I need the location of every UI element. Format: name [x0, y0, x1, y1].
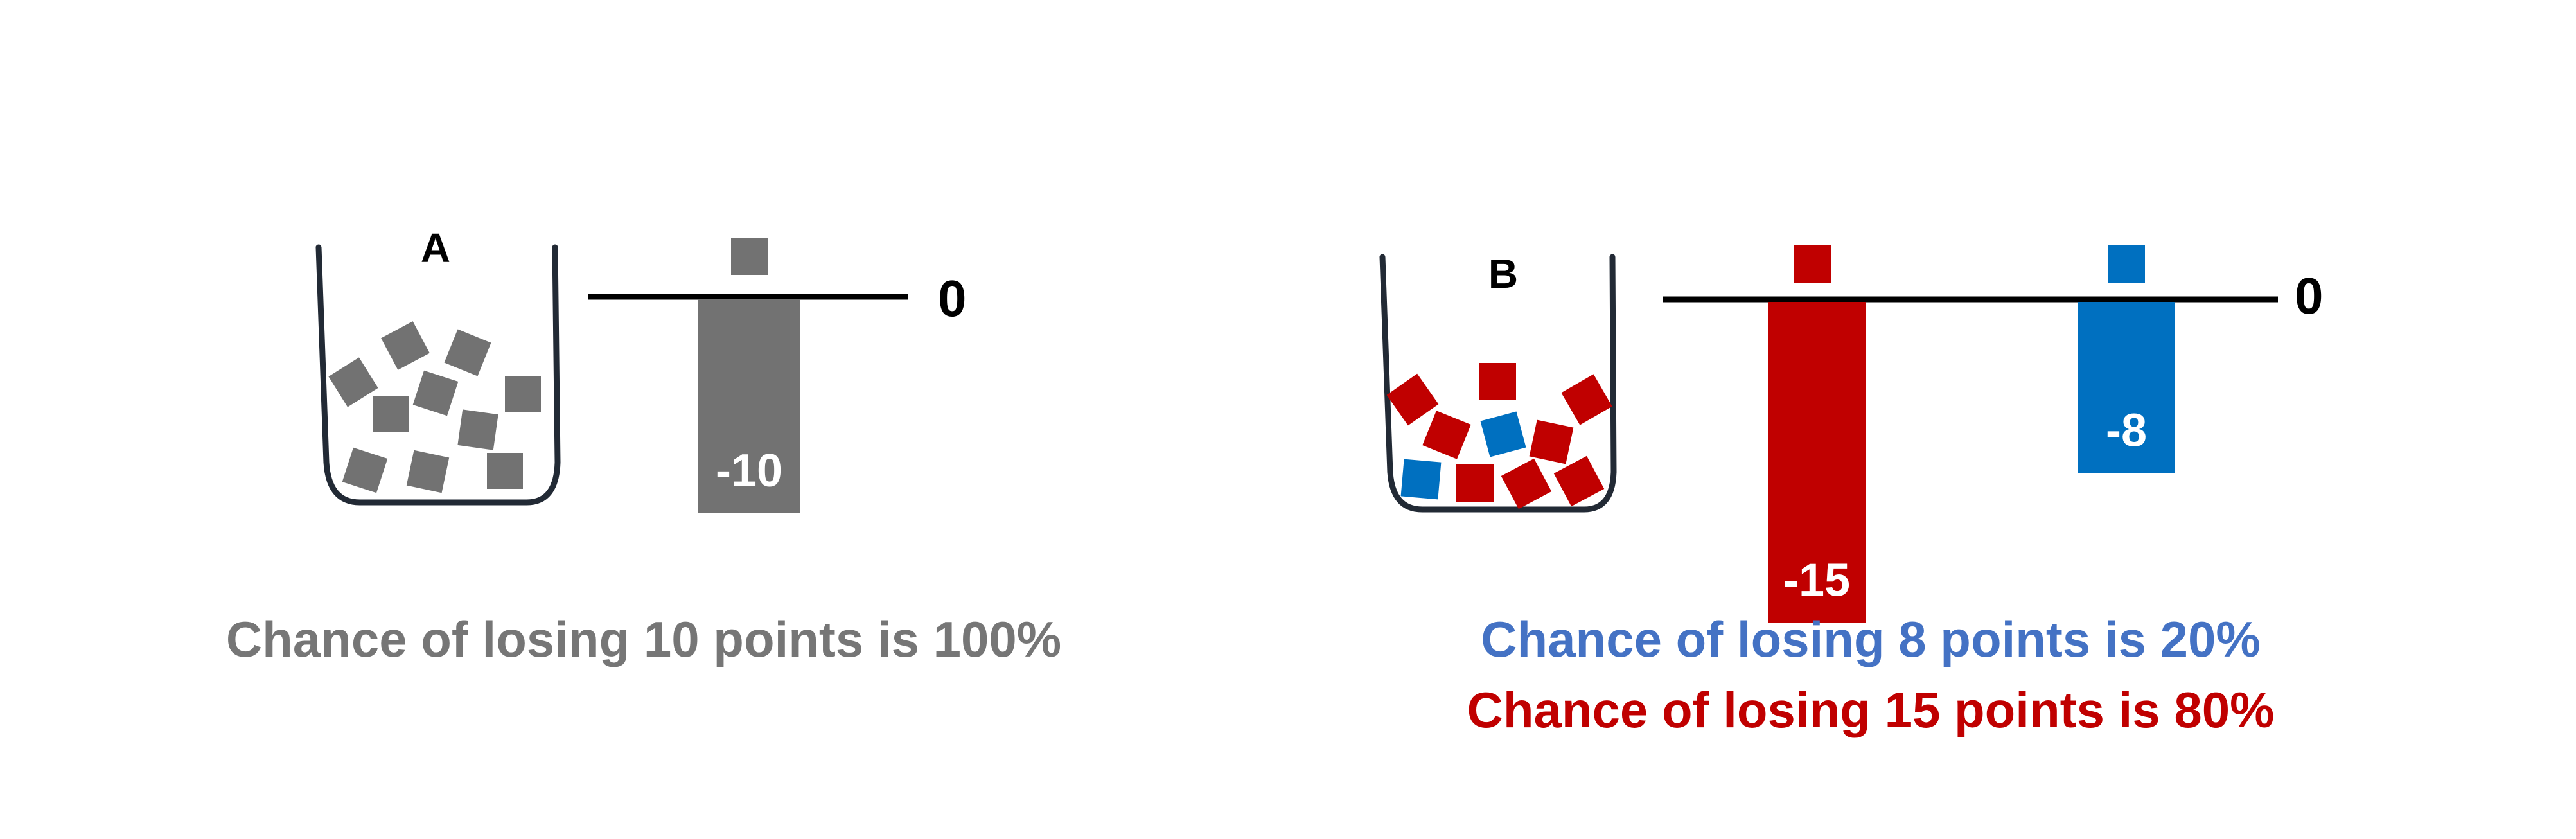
red-block — [1422, 411, 1471, 459]
caption-b-red: Chance of losing 15 points is 80% — [1467, 682, 2275, 738]
blue-block — [1400, 459, 1442, 500]
bars-a: -10 — [698, 299, 800, 513]
gray-block — [505, 376, 541, 412]
gray-block — [457, 409, 498, 450]
red-block — [1561, 374, 1612, 425]
gray-block — [412, 370, 459, 416]
urn-b-blocks — [1386, 363, 1612, 509]
red-block — [1456, 464, 1494, 502]
gray-block — [328, 357, 378, 407]
marker-block-blue — [2108, 245, 2145, 283]
urn-b-label: B — [1488, 251, 1518, 297]
red-block — [1386, 373, 1439, 426]
red-block — [1553, 455, 1605, 507]
bar-value-label-b-red: -15 — [1783, 555, 1850, 606]
panel-b: B 0 -15 -8 Chance of losing 8 points is 2… — [1379, 245, 2324, 738]
urn-a-label: A — [421, 225, 450, 271]
gray-block — [487, 453, 523, 489]
red-block — [1529, 420, 1574, 464]
gray-block — [381, 321, 430, 370]
bar-value-label-b-blue: -8 — [2106, 405, 2147, 456]
urn-a — [315, 244, 561, 506]
marker-block-gray — [731, 238, 768, 275]
panel-a: A 0 -10 Chance of losing 10 points is 10… — [226, 225, 1061, 667]
caption-b-blue: Chance of losing 8 points is 20% — [1481, 611, 2261, 667]
bar-b-blue — [2078, 302, 2175, 473]
zero-label-a: 0 — [938, 270, 967, 327]
urn-a-blocks — [328, 321, 541, 493]
bar-a-gray — [698, 299, 800, 513]
gray-block — [406, 450, 450, 493]
chart-a: 0 -10 — [588, 238, 967, 513]
marker-block-red — [1794, 245, 1831, 283]
red-block — [1501, 458, 1552, 509]
zero-label-b: 0 — [2295, 267, 2324, 324]
gray-block — [373, 396, 409, 432]
gray-block — [342, 447, 388, 493]
chart-b: 0 -15 -8 — [1663, 245, 2324, 623]
bars-b: -15 -8 — [1768, 302, 2175, 623]
gray-block — [444, 329, 491, 376]
red-block — [1479, 363, 1516, 400]
caption-a: Chance of losing 10 points is 100% — [226, 611, 1061, 667]
bar-value-label-a-gray: -10 — [716, 445, 782, 497]
blue-block — [1480, 411, 1526, 457]
urn-b — [1379, 254, 1617, 513]
bar-b-red — [1768, 302, 1866, 623]
